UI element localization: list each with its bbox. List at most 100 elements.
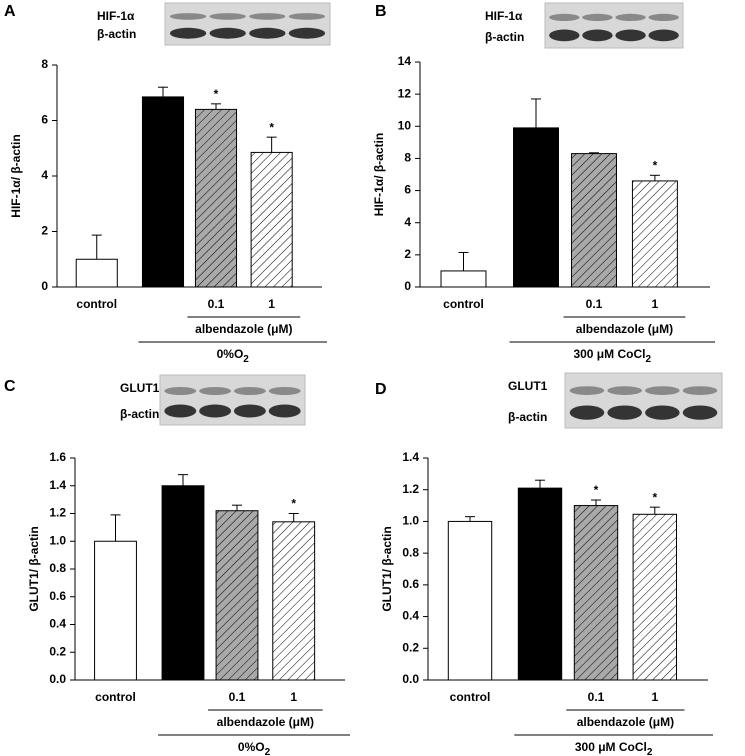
blot-band	[199, 404, 232, 418]
blot-image	[164, 2, 331, 46]
bar	[272, 521, 316, 681]
y-tick-label: 0.6	[402, 577, 419, 591]
y-tick-label: 1.4	[402, 450, 419, 464]
significance-mark: *	[291, 497, 296, 511]
x-tick-label: 0.1	[588, 690, 605, 704]
bar	[517, 487, 563, 681]
bar	[513, 127, 559, 288]
blot-band	[164, 404, 197, 418]
blot-label: HIF-1α	[97, 9, 135, 23]
y-tick-label: 1.6	[49, 450, 66, 464]
blot-band	[615, 13, 646, 21]
y-tick-label: 10	[398, 118, 412, 132]
group-label: albendazole (μM)	[577, 715, 674, 729]
y-tick-label: 14	[398, 54, 412, 68]
condition-text: 0%O	[238, 740, 265, 754]
condition-text: 0%O	[217, 347, 244, 361]
y-tick-label: 4	[41, 168, 48, 182]
blot-band	[549, 29, 580, 42]
x-tick-label: control	[443, 297, 484, 311]
y-tick-label: 0.0	[49, 672, 66, 686]
y-tick-label: 2	[404, 247, 411, 261]
condition-text: 300 μM CoCl	[575, 740, 647, 754]
bar	[440, 270, 487, 288]
y-tick-label: 12	[398, 86, 412, 100]
blot-band	[288, 13, 326, 20]
blot-band	[648, 13, 679, 21]
blot-image	[544, 2, 684, 49]
significance-mark: *	[652, 490, 657, 504]
blot-band	[648, 29, 679, 42]
blot-band	[682, 405, 718, 420]
y-tick-label: 0	[404, 279, 411, 293]
significance-mark: *	[214, 87, 219, 101]
y-tick-label: 0.8	[49, 561, 66, 575]
blot-band	[607, 386, 642, 395]
panel-letter: B	[375, 3, 387, 20]
x-tick-label: 0.1	[229, 690, 246, 704]
bar	[94, 540, 137, 681]
blot-band	[233, 387, 266, 395]
y-tick-label: 1.4	[49, 478, 66, 492]
y-tick-label: 8	[41, 57, 48, 71]
blot-band	[169, 27, 207, 39]
condition-subscript: 2	[243, 354, 249, 365]
y-axis-label: GLUT1/ β-actin	[27, 526, 41, 611]
blot-label: HIF-1α	[485, 9, 523, 23]
y-axis-label: HIF-1α/ β-actin	[9, 134, 23, 217]
bar	[631, 180, 678, 288]
y-axis-label: GLUT1/ β-actin	[380, 526, 394, 611]
bar	[141, 96, 185, 288]
bar	[571, 153, 617, 288]
x-tick-label: 0.1	[208, 297, 225, 311]
y-tick-label: 0.2	[402, 640, 419, 654]
y-tick-label: 1.2	[49, 506, 66, 520]
blot-image	[159, 374, 306, 426]
significance-mark: *	[594, 483, 599, 497]
x-tick-label: 1	[290, 690, 297, 704]
y-tick-label: 4	[404, 215, 411, 229]
blot-band	[209, 27, 246, 39]
blot-label: β-actin	[120, 407, 159, 421]
blot-band	[209, 13, 246, 20]
y-tick-label: 2	[41, 224, 48, 238]
blot-band	[645, 405, 680, 420]
blot-band	[169, 13, 207, 20]
y-tick-label: 0.2	[49, 644, 66, 658]
blot-band	[569, 386, 605, 395]
bar	[632, 513, 677, 681]
blot-label: β-actin	[97, 27, 136, 41]
blot-band	[569, 405, 605, 420]
x-tick-label: 1	[651, 690, 658, 704]
blot-band	[199, 387, 232, 395]
condition-label: 300 μM CoCl2	[573, 347, 651, 364]
blot-band	[582, 29, 613, 42]
blot-image	[564, 372, 723, 429]
group-label: albendazole (μM)	[217, 715, 314, 729]
blot-band	[582, 13, 613, 21]
condition-subscript: 2	[265, 747, 271, 756]
blot-band	[549, 13, 580, 21]
bar	[250, 151, 293, 288]
bar	[75, 258, 118, 288]
blot-band	[645, 386, 680, 395]
y-axis-label: HIF-1α/ β-actin	[372, 133, 386, 216]
condition-label: 300 μM CoCl2	[575, 740, 653, 756]
bar	[161, 485, 205, 681]
y-tick-label: 1.2	[402, 482, 419, 496]
bar	[573, 505, 619, 681]
blot-band	[682, 386, 718, 395]
panel-letter: A	[4, 3, 16, 20]
condition-text: 300 μM CoCl	[573, 347, 645, 361]
y-tick-label: 6	[404, 183, 411, 197]
condition-subscript: 2	[645, 354, 651, 365]
x-tick-label: 0.1	[586, 297, 603, 311]
x-tick-label: control	[450, 690, 491, 704]
x-tick-label: control	[76, 297, 117, 311]
y-tick-label: 0.4	[402, 609, 419, 623]
bar	[194, 108, 238, 288]
blot-label: β-actin	[485, 30, 524, 44]
y-tick-label: 6	[41, 113, 48, 127]
panel-letter: D	[375, 381, 387, 398]
